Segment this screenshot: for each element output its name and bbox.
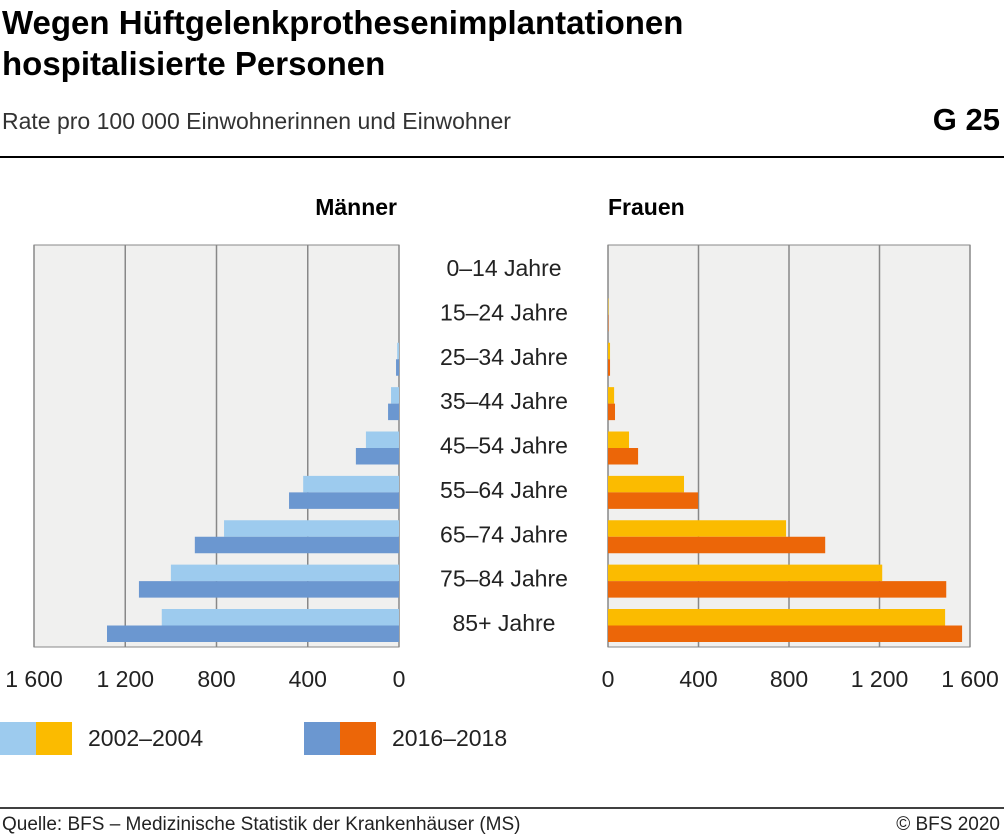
category-label: 75–84 Jahre: [440, 566, 568, 592]
bar: [608, 520, 787, 537]
bar: [608, 448, 639, 465]
category-label: 15–24 Jahre: [440, 299, 568, 325]
bar: [608, 492, 699, 509]
bar: [170, 564, 399, 582]
bar: [608, 359, 611, 376]
x-tick-label: 0: [393, 666, 406, 692]
legend-swatch: [0, 722, 36, 755]
category-label: 45–54 Jahre: [440, 433, 568, 459]
x-tick-label: 400: [289, 666, 327, 692]
x-tick-label: 400: [679, 666, 717, 692]
bar: [194, 536, 399, 554]
bar: [608, 536, 826, 554]
chart-title: Wegen Hüftgelenkprothesenimplantationen …: [2, 4, 684, 82]
x-tick-label: 800: [197, 666, 235, 692]
panel-title: Frauen: [608, 194, 685, 220]
category-label: 35–44 Jahre: [440, 388, 568, 414]
bar: [608, 475, 685, 493]
bar: [608, 564, 883, 582]
bar: [608, 625, 963, 642]
category-label: 0–14 Jahre: [446, 255, 561, 281]
bar: [355, 448, 399, 465]
legend-swatch: [304, 722, 340, 755]
bar: [161, 609, 399, 626]
bar: [107, 625, 399, 642]
bar: [303, 475, 399, 493]
category-label: 65–74 Jahre: [440, 521, 568, 547]
bar: [608, 403, 616, 421]
bar: [224, 520, 399, 537]
bar: [397, 342, 399, 360]
chart-subtitle: Rate pro 100 000 Einwohnerinnen und Einw…: [2, 108, 511, 134]
legend-swatch: [36, 722, 72, 755]
source: Quelle: BFS – Medizinische Statistik der…: [2, 814, 521, 835]
legend-label: 2002–2004: [88, 725, 203, 751]
bar: [289, 492, 399, 509]
bar: [608, 387, 615, 404]
category-label: 85+ Jahre: [453, 610, 556, 636]
bar: [396, 359, 399, 376]
bar: [608, 342, 611, 360]
bar: [391, 387, 399, 404]
bar: [388, 403, 399, 421]
bar: [608, 609, 946, 626]
legend-label: 2016–2018: [392, 725, 507, 751]
x-tick-label: 1 200: [851, 666, 909, 692]
bar: [608, 431, 630, 448]
legend-swatch: [340, 722, 376, 755]
copyright: © BFS 2020: [896, 814, 1000, 835]
category-label: 55–64 Jahre: [440, 477, 568, 503]
bar: [365, 431, 399, 448]
bar: [608, 581, 947, 598]
x-tick-label: 0: [602, 666, 615, 692]
figure-label: G 25: [932, 102, 1000, 137]
x-tick-label: 1 600: [5, 666, 63, 692]
x-tick-label: 1 200: [96, 666, 154, 692]
bar: [138, 581, 399, 598]
x-tick-label: 800: [770, 666, 808, 692]
chart: Männer 1 600 1 200 800 400 0 Frauen 0 400 800 1 20…: [0, 156, 1004, 809]
category-label: 25–34 Jahre: [440, 344, 568, 370]
x-tick-label: 1 600: [941, 666, 999, 692]
panel-title: Männer: [315, 194, 397, 220]
